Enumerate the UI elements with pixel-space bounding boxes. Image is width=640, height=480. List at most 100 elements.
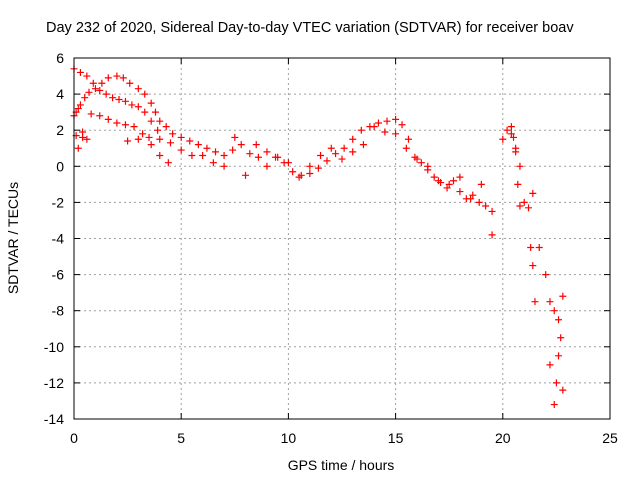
data-point xyxy=(340,144,348,152)
data-point xyxy=(87,110,95,118)
data-point xyxy=(404,135,412,143)
data-point xyxy=(546,298,554,306)
data-point xyxy=(510,133,518,141)
data-point xyxy=(76,68,84,76)
data-point xyxy=(164,159,172,167)
data-point xyxy=(417,159,425,167)
data-point xyxy=(147,99,155,107)
data-point xyxy=(74,144,82,152)
data-point xyxy=(323,157,331,165)
data-point xyxy=(383,117,391,125)
data-point xyxy=(559,292,567,300)
x-axis-title: GPS time / hours xyxy=(288,457,395,473)
data-point xyxy=(169,130,177,138)
data-point xyxy=(220,162,228,170)
data-point xyxy=(392,130,400,138)
y-tick-label: -14 xyxy=(44,411,64,427)
data-point xyxy=(147,117,155,125)
x-tick-label: 25 xyxy=(602,430,618,446)
data-point xyxy=(430,173,438,181)
data-point xyxy=(74,105,82,113)
data-point xyxy=(156,135,164,143)
y-tick-label: 2 xyxy=(56,122,64,138)
data-point xyxy=(254,153,262,161)
data-point xyxy=(512,148,520,156)
data-point xyxy=(102,90,110,98)
data-point xyxy=(531,298,539,306)
data-point xyxy=(374,119,382,127)
data-point xyxy=(456,188,464,196)
data-point xyxy=(104,115,112,123)
data-point xyxy=(141,108,149,116)
data-point xyxy=(443,184,451,192)
chart-title: Day 232 of 2020, Sidereal Day-to-day VTE… xyxy=(46,20,574,36)
data-point xyxy=(85,88,93,96)
data-point xyxy=(91,85,99,93)
data-point xyxy=(119,74,127,82)
x-tick-label: 0 xyxy=(70,430,78,446)
data-point xyxy=(555,352,563,360)
data-point xyxy=(557,334,565,342)
data-point xyxy=(96,86,104,94)
data-point xyxy=(141,90,149,98)
data-point xyxy=(507,130,515,138)
x-tick-label: 5 xyxy=(177,430,185,446)
data-point xyxy=(520,198,528,206)
data-point xyxy=(121,97,129,105)
y-tick-label: -4 xyxy=(52,231,65,247)
data-point xyxy=(546,361,554,369)
y-tick-label: 6 xyxy=(56,50,64,66)
data-point xyxy=(475,198,483,206)
data-point xyxy=(413,155,421,163)
data-point xyxy=(203,144,211,152)
data-point xyxy=(76,101,84,109)
data-point xyxy=(109,94,117,102)
data-point xyxy=(550,401,558,409)
data-point xyxy=(166,139,174,147)
data-point xyxy=(306,170,314,178)
data-point xyxy=(83,135,91,143)
data-point xyxy=(402,144,410,152)
data-point xyxy=(398,121,406,129)
data-point xyxy=(113,119,121,127)
data-point xyxy=(359,141,367,149)
data-point xyxy=(535,244,543,252)
data-point xyxy=(449,177,457,185)
data-point xyxy=(156,151,164,159)
data-point xyxy=(252,141,260,149)
data-point xyxy=(529,262,537,270)
data-point xyxy=(317,151,325,159)
data-point xyxy=(177,133,185,141)
y-tick-label: -10 xyxy=(44,339,64,355)
data-point xyxy=(130,123,138,131)
x-tick-labels: 0 5 10 15 20 25 xyxy=(70,430,618,446)
data-point xyxy=(115,96,123,104)
data-point xyxy=(445,180,453,188)
data-point xyxy=(503,126,511,134)
data-point xyxy=(121,121,129,129)
data-point xyxy=(154,126,162,134)
data-point xyxy=(482,202,490,210)
data-point xyxy=(220,151,228,159)
data-point xyxy=(349,148,357,156)
y-tick-label: 4 xyxy=(56,86,64,102)
data-point xyxy=(237,141,245,149)
data-point xyxy=(134,103,142,111)
data-point xyxy=(488,207,496,215)
data-point xyxy=(467,195,475,203)
data-point xyxy=(332,150,340,158)
x-tick-label: 10 xyxy=(281,430,297,446)
data-point xyxy=(314,164,322,172)
y-tick-label: -6 xyxy=(52,267,65,283)
data-point xyxy=(381,128,389,136)
data-point xyxy=(81,94,89,102)
x-tick-label: 15 xyxy=(388,430,404,446)
data-point xyxy=(469,191,477,199)
data-point xyxy=(177,146,185,154)
data-point xyxy=(98,79,106,87)
data-point xyxy=(139,130,147,138)
data-point xyxy=(89,79,97,87)
data-point xyxy=(306,162,314,170)
data-point xyxy=(162,123,170,131)
